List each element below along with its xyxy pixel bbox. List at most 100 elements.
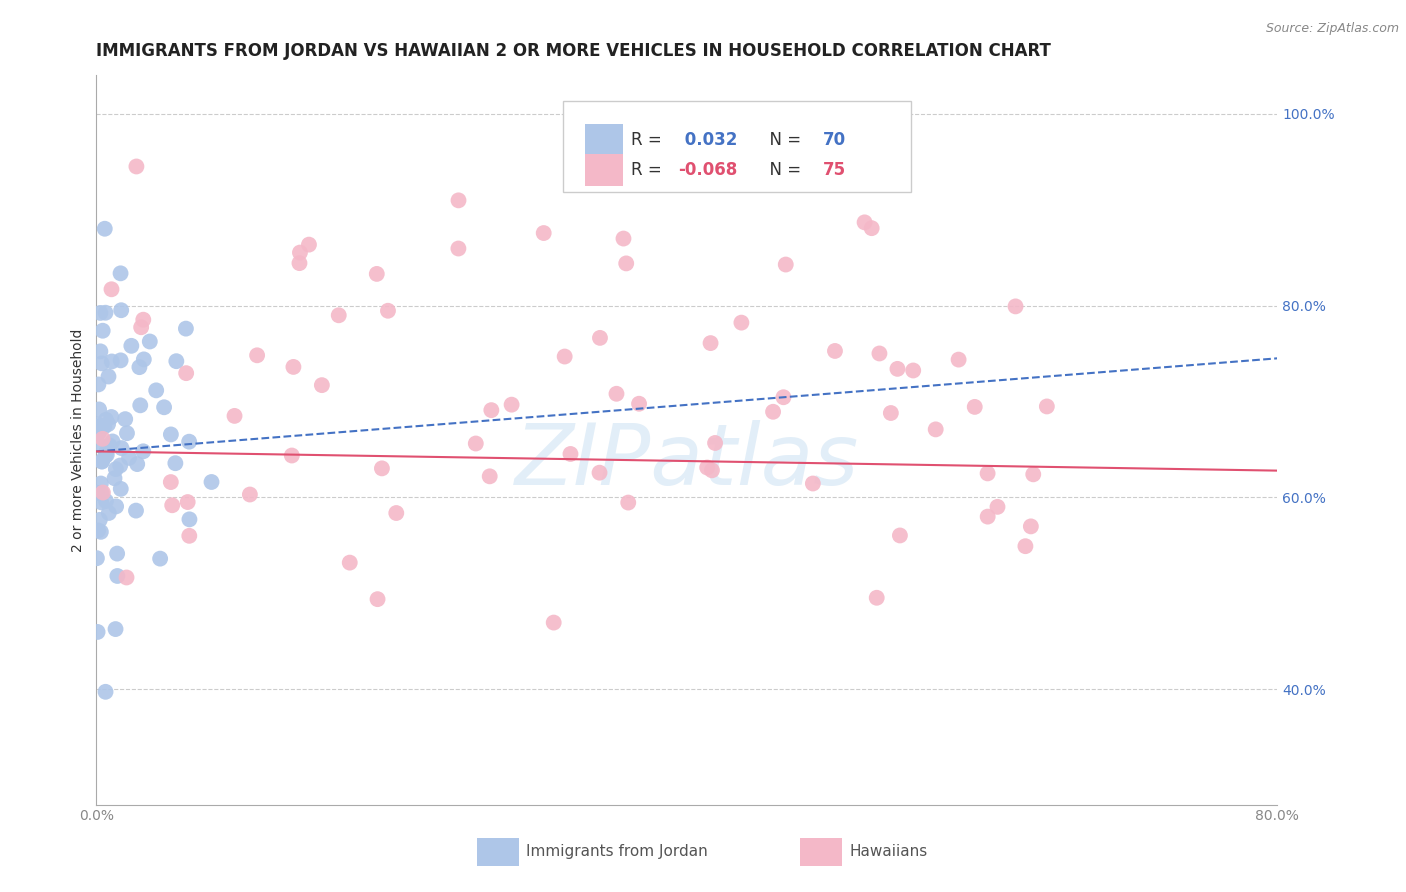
Point	[963, 400, 986, 414]
Point	[371, 461, 394, 475]
Point	[94, 221, 117, 235]
Point	[948, 352, 970, 367]
Point	[298, 237, 321, 252]
Point	[110, 482, 132, 496]
Point	[139, 334, 162, 349]
Point	[986, 500, 1008, 514]
Point	[730, 316, 752, 330]
Point	[377, 303, 399, 318]
Text: 0.032: 0.032	[679, 131, 737, 150]
Point	[589, 331, 612, 345]
Point	[824, 343, 846, 358]
Point	[762, 405, 785, 419]
Point	[120, 339, 142, 353]
Point	[704, 436, 727, 450]
Text: R =: R =	[631, 161, 668, 178]
Point	[86, 417, 108, 432]
Point	[179, 434, 201, 449]
Point	[87, 425, 110, 440]
Point	[97, 417, 120, 432]
Point	[160, 498, 183, 512]
Point	[543, 615, 565, 630]
Point	[339, 556, 361, 570]
Point	[132, 352, 155, 367]
Point	[108, 458, 131, 473]
Point	[86, 624, 108, 639]
Point	[1019, 519, 1042, 533]
Point	[281, 449, 304, 463]
Point	[179, 512, 201, 526]
Point	[104, 462, 127, 476]
Point	[94, 413, 117, 427]
Point	[90, 476, 112, 491]
Point	[87, 524, 110, 538]
Point	[903, 363, 925, 377]
Point	[94, 685, 117, 699]
Point	[90, 495, 112, 509]
Point	[772, 390, 794, 404]
Point	[367, 592, 389, 607]
Point	[886, 362, 908, 376]
Point	[775, 258, 797, 272]
Point	[90, 486, 112, 500]
Point	[90, 524, 112, 539]
Point	[976, 467, 998, 481]
Point	[132, 444, 155, 458]
Point	[127, 457, 149, 471]
Point	[478, 469, 501, 483]
Point	[224, 409, 246, 423]
Point	[366, 267, 388, 281]
Point	[699, 336, 721, 351]
Text: Source: ZipAtlas.com: Source: ZipAtlas.com	[1265, 22, 1399, 36]
Point	[115, 570, 138, 584]
Point	[91, 324, 114, 338]
Point	[97, 369, 120, 384]
Point	[533, 226, 555, 240]
Text: IMMIGRANTS FROM JORDAN VS HAWAIIAN 2 OR MORE VEHICLES IN HOUSEHOLD CORRELATION C: IMMIGRANTS FROM JORDAN VS HAWAIIAN 2 OR …	[97, 42, 1052, 60]
Point	[1004, 299, 1026, 313]
Point	[554, 350, 576, 364]
Point	[86, 486, 108, 500]
Point	[153, 401, 176, 415]
Point	[91, 485, 114, 500]
Point	[617, 495, 640, 509]
Point	[118, 450, 141, 465]
Point	[115, 426, 138, 441]
Point	[1014, 539, 1036, 553]
Point	[98, 438, 121, 452]
Point	[853, 215, 876, 229]
Point	[200, 475, 222, 489]
Point	[239, 487, 262, 501]
Point	[96, 445, 118, 459]
FancyBboxPatch shape	[585, 124, 623, 156]
Point	[501, 398, 523, 412]
Text: N =: N =	[759, 131, 806, 150]
Point	[87, 402, 110, 417]
Point	[149, 551, 172, 566]
Point	[93, 419, 115, 434]
Text: 75: 75	[823, 161, 846, 178]
Y-axis label: 2 or more Vehicles in Household: 2 or more Vehicles in Household	[72, 328, 86, 551]
Point	[447, 194, 470, 208]
Point	[105, 547, 128, 561]
Point	[612, 231, 634, 245]
Point	[880, 406, 903, 420]
Text: -0.068: -0.068	[679, 161, 738, 178]
Point	[100, 410, 122, 425]
Point	[479, 403, 502, 417]
Point	[328, 308, 350, 322]
Point	[145, 384, 167, 398]
Point	[311, 378, 333, 392]
Point	[125, 160, 148, 174]
Point	[288, 245, 311, 260]
Point	[628, 397, 651, 411]
Point	[605, 386, 627, 401]
Text: ZIPatlas: ZIPatlas	[515, 420, 859, 503]
Point	[176, 495, 198, 509]
Point	[86, 551, 108, 566]
Point	[1022, 467, 1045, 482]
Point	[889, 528, 911, 542]
Point	[179, 529, 201, 543]
Point	[801, 476, 824, 491]
Point	[104, 622, 127, 636]
